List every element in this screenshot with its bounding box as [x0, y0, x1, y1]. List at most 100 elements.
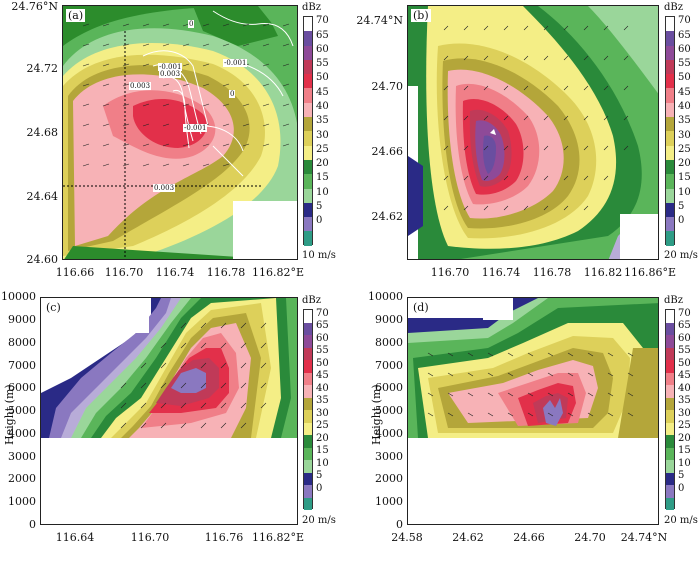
colorbar-swatch — [304, 385, 312, 398]
y-tick-label: 5000 — [375, 404, 403, 417]
colorbar-b — [665, 16, 675, 246]
colorbar-swatch — [304, 447, 312, 460]
colorbar-label: 0 — [678, 483, 685, 494]
y-tick-label: 24.60 — [26, 253, 59, 266]
contour-label: 0 — [188, 20, 195, 28]
plot-area-c: (c) — [40, 297, 298, 525]
y-tick-label: 24.74°N — [356, 14, 403, 27]
vector-reference: 20 m/s — [302, 515, 336, 526]
y-tick-label: 24.66 — [371, 145, 404, 158]
colorbar-label: 10 — [678, 187, 691, 198]
x-tick-label: 24.74°N — [620, 531, 668, 544]
colorbar-swatch — [666, 45, 674, 60]
colorbar-label: 65 — [316, 320, 329, 331]
colorbar-label: 45 — [316, 370, 329, 381]
colorbar-label: 25 — [316, 144, 329, 155]
colorbar-swatch — [666, 131, 674, 146]
colorbar-label: 65 — [678, 30, 691, 41]
y-tick-label: 10000 — [368, 290, 403, 303]
colorbar-label: 65 — [678, 320, 691, 331]
x-tick-label: 116.66 — [55, 266, 95, 279]
colorbar-unit: dBz — [302, 295, 322, 306]
colorbar-swatch — [304, 322, 312, 335]
colorbar-label: 30 — [316, 408, 329, 419]
colorbar-label: 45 — [678, 87, 691, 98]
colorbar-unit: dBz — [664, 295, 684, 306]
colorbar-swatch — [304, 485, 312, 498]
x-tick-label: 116.82°E — [251, 266, 305, 279]
contour-label: -0.001 — [183, 124, 208, 132]
y-tick-label: 3000 — [8, 450, 36, 463]
colorbar-swatch — [304, 45, 312, 60]
colorbar-swatch — [666, 17, 674, 32]
x-tick-label: 116.70 — [104, 266, 144, 279]
colorbar-swatch — [666, 322, 674, 335]
vector-reference: 20 m/s — [664, 250, 698, 261]
colorbar-swatch — [666, 410, 674, 423]
colorbar-swatch — [304, 159, 312, 175]
colorbar-label: 40 — [678, 383, 691, 394]
colorbar-swatch — [304, 422, 312, 435]
colorbar-swatch — [304, 372, 312, 385]
colorbar-label: 35 — [316, 395, 329, 406]
y-tick-label: 9000 — [375, 313, 403, 326]
colorbar-swatch — [304, 59, 312, 75]
contour-label: -0.001 — [158, 63, 183, 71]
colorbar-swatch — [304, 88, 312, 103]
y-tick-label: 8000 — [375, 336, 403, 349]
x-tick-label: 116.76 — [204, 531, 244, 544]
colorbar-swatch — [666, 360, 674, 373]
x-tick-label: 116.82 — [583, 266, 623, 279]
colorbar-swatch — [304, 397, 312, 410]
y-tick-label: 0 — [396, 518, 403, 531]
vector-reference: 20 m/s — [664, 515, 698, 526]
colorbar-label: 25 — [678, 144, 691, 155]
colorbar-swatch — [666, 447, 674, 460]
colorbar-swatch — [666, 335, 674, 348]
y-tick-label: 24.76°N — [11, 0, 58, 13]
y-tick-label: 24.72 — [26, 62, 59, 75]
x-tick-label: 116.78 — [532, 266, 572, 279]
colorbar-swatch — [304, 497, 312, 510]
panel-label-c: (c) — [44, 301, 63, 314]
colorbar-label: 20 — [316, 158, 329, 169]
colorbar-swatch — [304, 188, 312, 203]
colorbar-swatch — [666, 472, 674, 485]
x-tick-label: 116.70 — [130, 531, 170, 544]
colorbar-swatch — [304, 410, 312, 423]
colorbar-label: 10 — [316, 458, 329, 469]
colorbar-swatch — [666, 310, 674, 323]
colorbar-label: 55 — [316, 345, 329, 356]
colorbar-label: 70 — [316, 15, 329, 26]
y-tick-label: 6000 — [375, 381, 403, 394]
colorbar-swatch — [304, 231, 312, 246]
reflectivity-field-d — [408, 298, 658, 524]
colorbar-a — [303, 16, 313, 246]
colorbar-swatch — [666, 485, 674, 498]
colorbar-label: 60 — [316, 333, 329, 344]
x-tick-label: 116.78 — [206, 266, 246, 279]
colorbar-label: 30 — [678, 130, 691, 141]
colorbar-swatch — [304, 31, 312, 46]
y-tick-label: 24.70 — [371, 80, 404, 93]
colorbar-swatch — [666, 231, 674, 246]
colorbar-swatch — [666, 435, 674, 448]
colorbar-label: 40 — [316, 383, 329, 394]
colorbar-swatch — [304, 472, 312, 485]
x-tick-label: 24.70 — [574, 531, 606, 544]
colorbar-d — [665, 309, 675, 510]
colorbar-swatch — [666, 88, 674, 103]
colorbar-label: 15 — [678, 172, 691, 183]
colorbar-label: 10 — [678, 458, 691, 469]
colorbar-label: 30 — [678, 408, 691, 419]
colorbar-label: 25 — [678, 420, 691, 431]
colorbar-swatch — [304, 17, 312, 32]
y-tick-label: 6000 — [8, 381, 36, 394]
colorbar-swatch — [666, 217, 674, 232]
colorbar-swatch — [304, 310, 312, 323]
plot-area-a: 0 -0.001 -0.001 0.003 0 -0.001 0.003 0.0… — [62, 5, 298, 260]
colorbar-swatch — [666, 372, 674, 385]
colorbar-label: 0 — [316, 483, 323, 494]
colorbar-swatch — [666, 74, 674, 89]
colorbar-swatch — [666, 188, 674, 203]
